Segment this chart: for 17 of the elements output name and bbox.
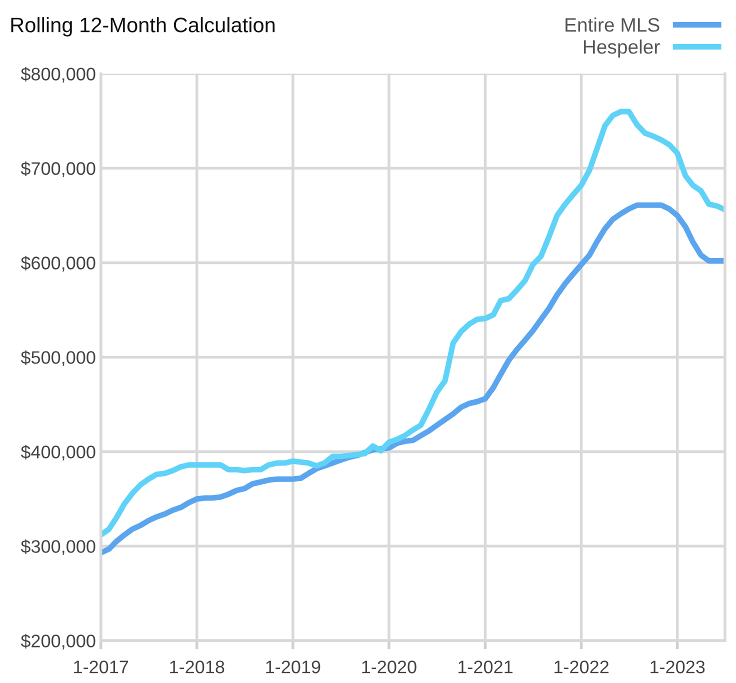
y-tick-label: $300,000 (20, 539, 96, 556)
y-tick-label: $700,000 (20, 161, 96, 178)
x-tick-label: 1-2023 (650, 660, 705, 674)
x-tick-label: 1-2021 (458, 660, 512, 674)
x-tick-label: 1-2022 (554, 660, 608, 674)
x-tick-label: 1-2018 (170, 660, 224, 674)
y-tick-label: $400,000 (20, 444, 96, 461)
y-tick-label: $800,000 (20, 66, 96, 83)
x-tick-label: 1-2020 (362, 660, 416, 674)
y-tick-label: $600,000 (20, 256, 96, 272)
x-tick-label: 1-2019 (266, 660, 320, 674)
legend-label: Hespeler (584, 40, 660, 58)
legend-label: Entire MLS (566, 18, 660, 32)
y-tick-label: $200,000 (20, 634, 96, 650)
y-tick-label: $500,000 (20, 350, 96, 366)
chart-title: Rolling 12-Month Calculation (11, 17, 275, 36)
x-tick-label: 1-2017 (74, 660, 128, 674)
